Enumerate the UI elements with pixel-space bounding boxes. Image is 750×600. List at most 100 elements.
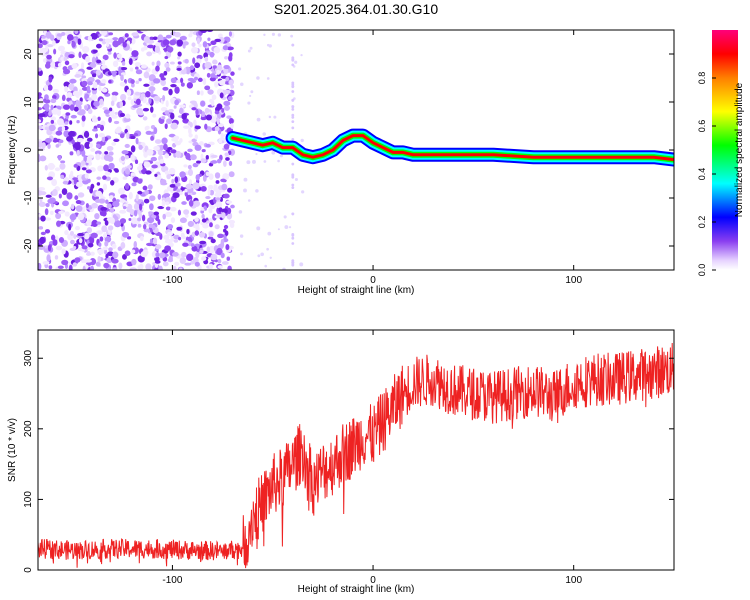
noise-point xyxy=(145,130,153,135)
noise-point xyxy=(130,145,136,153)
noise-point xyxy=(86,85,91,92)
noise-point xyxy=(135,194,139,202)
noise-point xyxy=(284,225,289,229)
colorbar-gradient xyxy=(712,30,738,270)
noise-point xyxy=(150,106,154,113)
noise-point xyxy=(143,83,150,87)
noise-point xyxy=(177,51,182,57)
noise-point xyxy=(38,189,43,196)
noise-point xyxy=(86,227,93,234)
noise-point xyxy=(200,30,208,34)
noise-point xyxy=(111,243,117,250)
noise-point xyxy=(227,96,233,101)
noise-point xyxy=(249,94,252,98)
noise-point xyxy=(177,56,181,60)
noise-point xyxy=(170,84,177,88)
noise-point xyxy=(61,31,66,36)
noise-point xyxy=(87,35,93,42)
noise-point xyxy=(51,178,58,187)
colorbar-tick-label: 0.4 xyxy=(697,168,707,181)
noise-point xyxy=(62,104,71,110)
noise-point xyxy=(191,191,197,196)
noise-point xyxy=(66,92,73,98)
noise-point xyxy=(98,198,106,204)
noise-point xyxy=(226,256,231,261)
noise-point xyxy=(137,209,141,215)
noise-point xyxy=(208,173,214,181)
noise-point xyxy=(158,265,163,270)
noise-point xyxy=(153,95,161,102)
noise-point xyxy=(73,177,77,185)
noise-point xyxy=(135,80,140,85)
noise-point xyxy=(89,251,95,256)
snr-series-line xyxy=(38,342,674,569)
noise-point xyxy=(126,236,132,240)
noise-point xyxy=(226,200,233,204)
noise-point xyxy=(264,264,268,268)
noise-point xyxy=(113,120,120,125)
noise-point xyxy=(159,144,164,151)
noise-point xyxy=(85,162,89,166)
noise-point xyxy=(203,52,209,59)
noise-point xyxy=(43,98,47,103)
noise-point xyxy=(172,265,177,270)
noise-point xyxy=(108,162,115,170)
noise-point xyxy=(184,58,189,64)
noise-point xyxy=(55,245,63,251)
noise-point xyxy=(127,96,132,101)
noise-point xyxy=(185,213,189,218)
noise-point xyxy=(111,114,118,119)
colorbar-tick-label: 0.2 xyxy=(697,216,707,229)
noise-point xyxy=(166,46,174,53)
noise-point xyxy=(98,86,102,91)
noise-point xyxy=(247,199,251,202)
noise-point xyxy=(77,213,85,221)
noise-point xyxy=(103,154,111,161)
noise-point xyxy=(291,81,295,85)
noise-point xyxy=(83,130,90,138)
noise-point xyxy=(227,187,233,193)
noise-point xyxy=(126,89,132,96)
noise-point xyxy=(62,68,71,75)
noise-point xyxy=(268,44,272,48)
noise-point xyxy=(87,186,91,190)
noise-point xyxy=(55,130,63,136)
noise-point xyxy=(269,256,272,259)
noise-point xyxy=(91,56,96,64)
noise-point xyxy=(145,170,152,175)
noise-point xyxy=(290,34,294,38)
noise-point xyxy=(102,54,109,61)
noise-point xyxy=(140,251,148,258)
noise-point xyxy=(74,225,80,231)
noise-point xyxy=(218,123,224,128)
noise-point xyxy=(187,220,194,227)
noise-point xyxy=(84,141,91,149)
noise-point xyxy=(185,183,193,190)
noise-point xyxy=(87,242,94,248)
noise-point xyxy=(208,207,213,214)
noise-point xyxy=(58,139,64,144)
noise-point xyxy=(161,116,166,120)
noise-point xyxy=(291,116,295,119)
noise-point xyxy=(180,77,184,84)
noise-point xyxy=(202,41,208,48)
noise-point xyxy=(58,155,62,161)
noise-point xyxy=(225,243,230,251)
noise-point xyxy=(58,193,62,199)
noise-point xyxy=(141,64,148,69)
noise-point xyxy=(61,259,69,266)
noise-point xyxy=(143,161,151,168)
noise-point xyxy=(125,155,129,160)
noise-point xyxy=(204,107,210,115)
noise-point xyxy=(147,39,155,44)
noise-point xyxy=(179,35,187,41)
noise-point xyxy=(291,183,295,187)
noise-point xyxy=(204,123,208,130)
noise-point xyxy=(208,162,214,167)
spectrogram-ytick-label: -20 xyxy=(23,238,34,253)
noise-point xyxy=(149,203,154,211)
noise-point xyxy=(161,200,166,208)
noise-point xyxy=(205,195,211,200)
snr-ylabel: SNR (10 * v/v) xyxy=(7,418,18,482)
noise-point xyxy=(138,112,144,116)
